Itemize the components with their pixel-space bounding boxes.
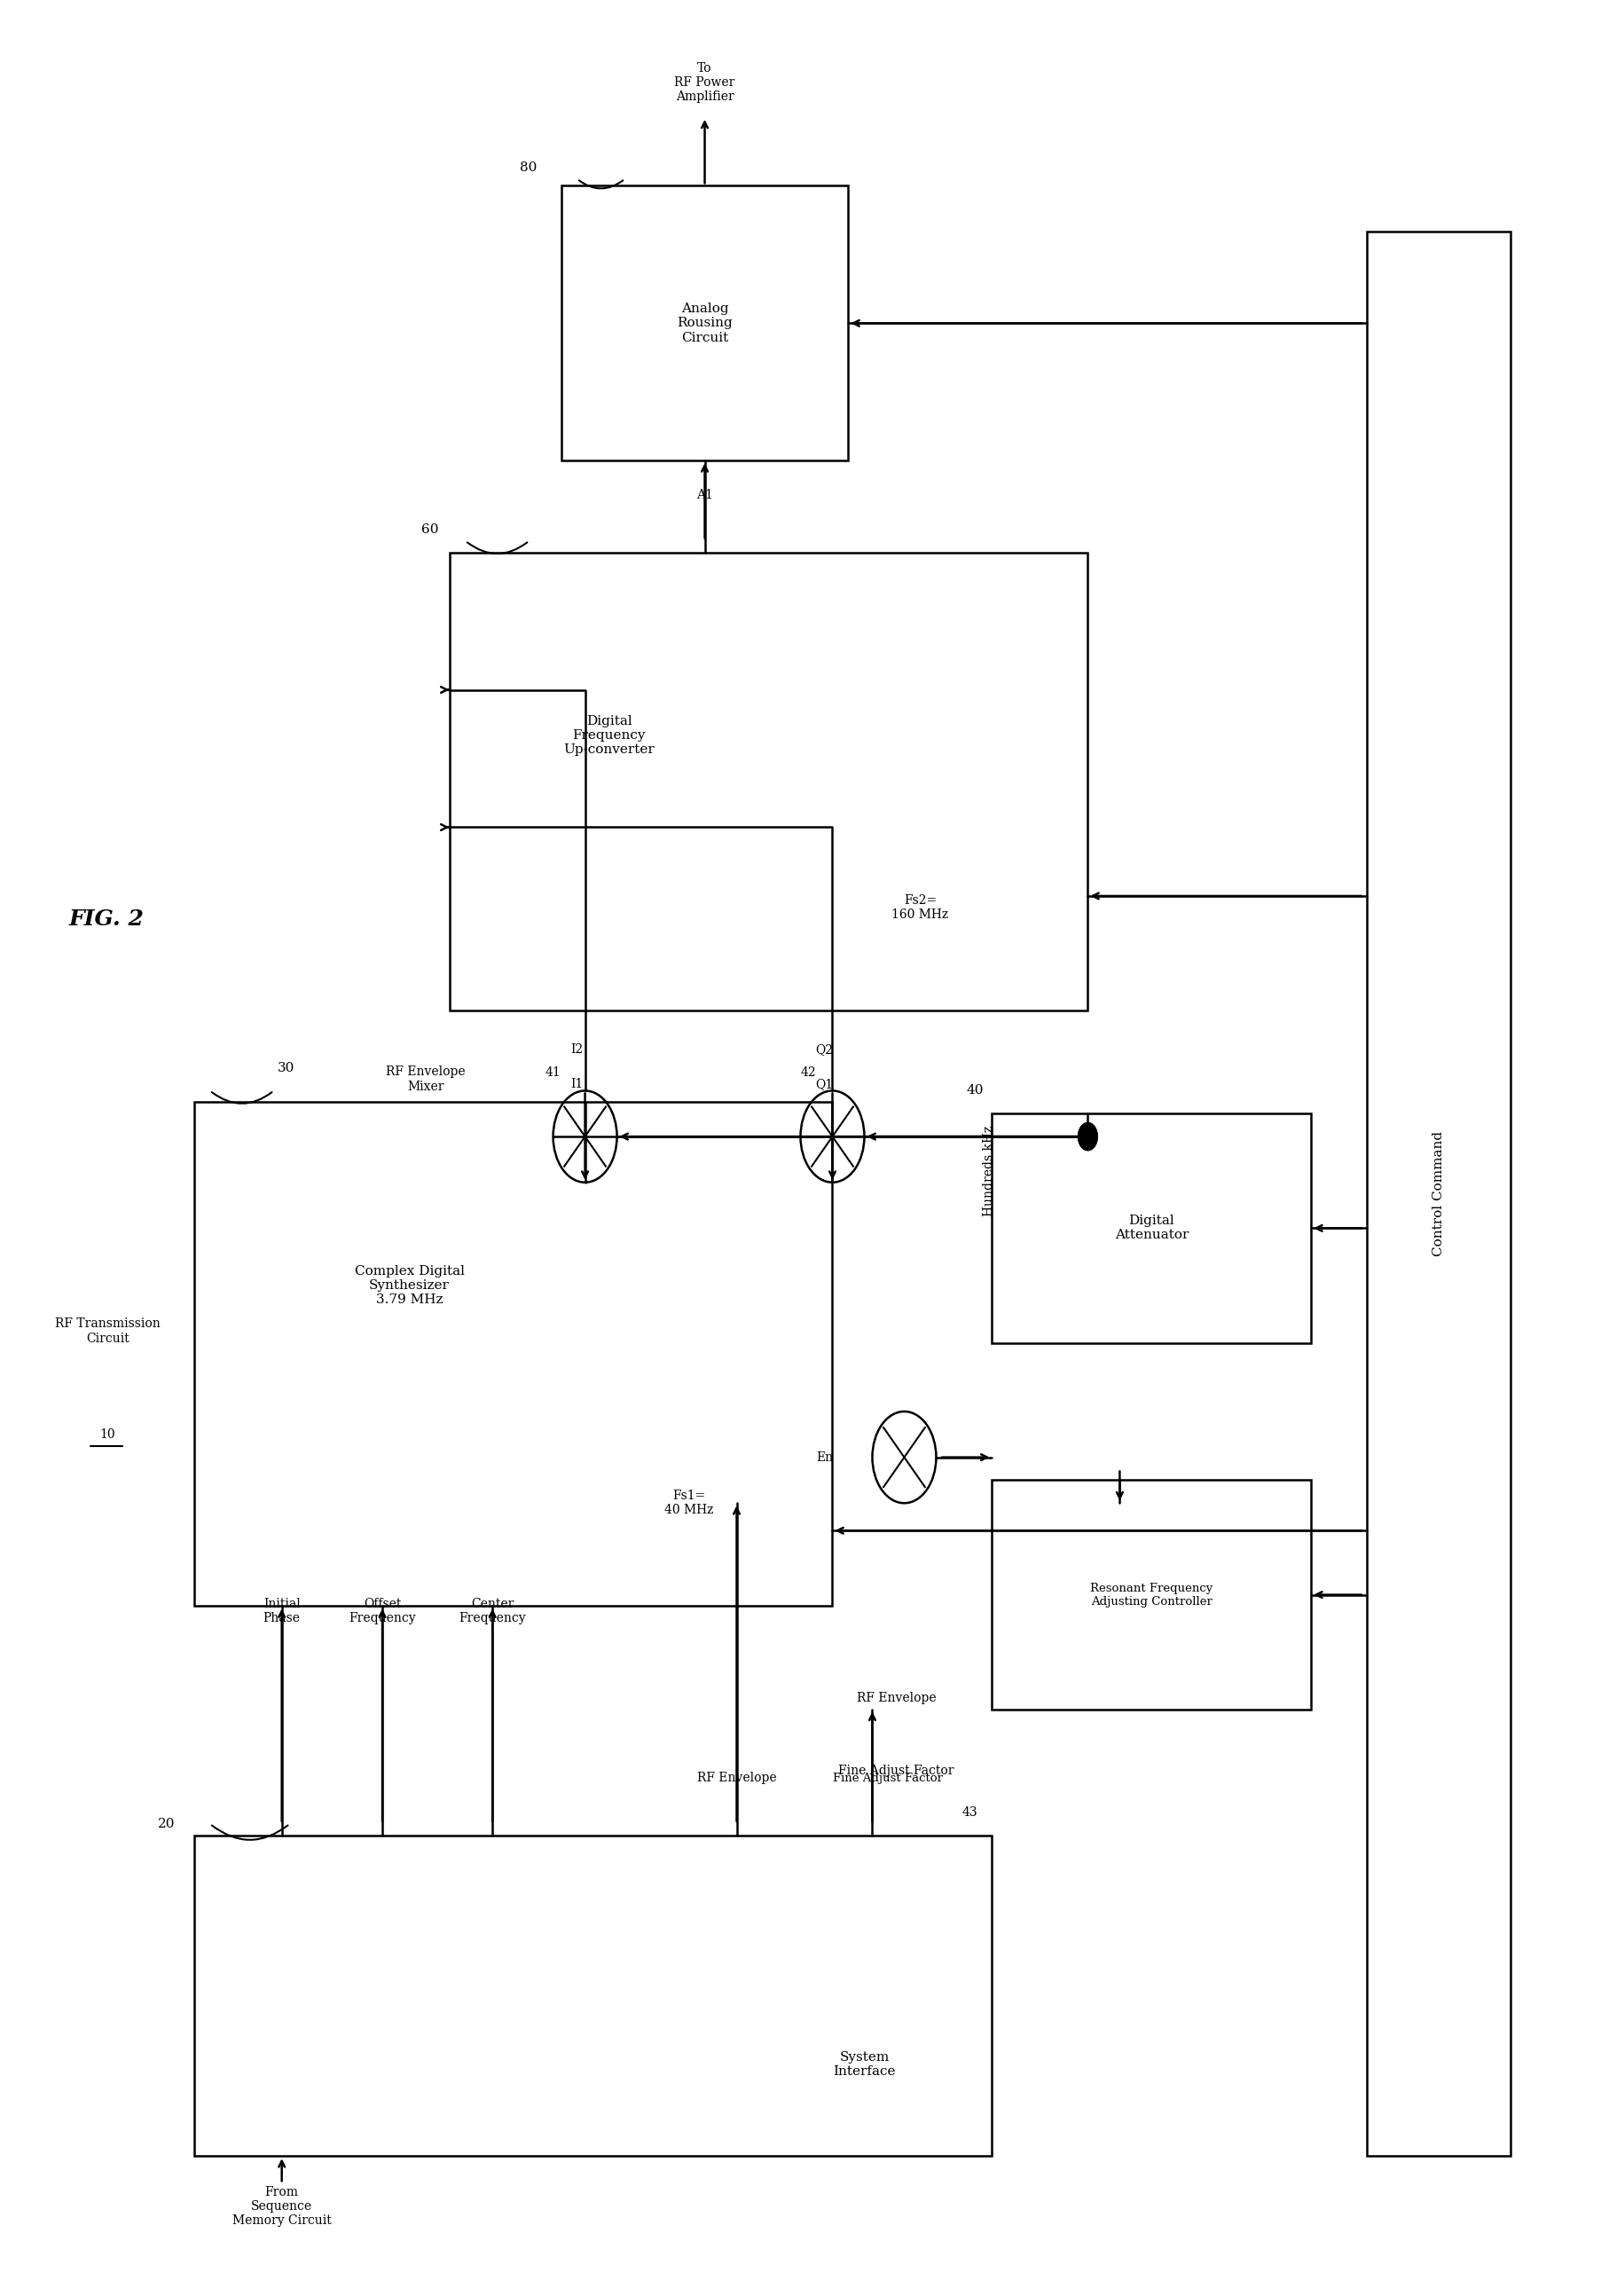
- Text: RF Envelope: RF Envelope: [696, 1773, 776, 1784]
- Text: Fine Adjust Factor: Fine Adjust Factor: [833, 1773, 943, 1784]
- Text: System
Interface: System Interface: [833, 2050, 895, 2078]
- Circle shape: [1077, 1123, 1097, 1150]
- Text: RF Envelope: RF Envelope: [857, 1692, 937, 1704]
- Text: Center
Frequency: Center Frequency: [459, 1598, 527, 1623]
- Text: Initial
Phase: Initial Phase: [263, 1598, 301, 1623]
- Text: Fs2=
160 MHz: Fs2= 160 MHz: [892, 893, 949, 921]
- Text: 41: 41: [546, 1065, 560, 1079]
- Text: 60: 60: [421, 523, 439, 535]
- Text: 10: 10: [99, 1428, 115, 1440]
- Text: RF Envelope
Mixer: RF Envelope Mixer: [386, 1065, 466, 1093]
- Text: Digital
Frequency
Up-converter: Digital Frequency Up-converter: [564, 714, 655, 755]
- Bar: [993, 1114, 1311, 1343]
- Text: FIG. 2: FIG. 2: [69, 909, 144, 930]
- Text: Fs1=
40 MHz: Fs1= 40 MHz: [664, 1490, 714, 1518]
- Text: Resonant Frequency
Adjusting Controller: Resonant Frequency Adjusting Controller: [1090, 1582, 1214, 1607]
- Text: En: En: [817, 1451, 833, 1463]
- Text: Fine Adjust Factor: Fine Adjust Factor: [839, 1766, 954, 1777]
- Text: I1: I1: [570, 1077, 583, 1091]
- Text: To
RF Power
Amplifier: To RF Power Amplifier: [674, 62, 735, 103]
- Circle shape: [1077, 1123, 1097, 1150]
- Text: Complex Digital
Synthesizer
3.79 MHz: Complex Digital Synthesizer 3.79 MHz: [354, 1265, 464, 1306]
- Bar: [450, 553, 1087, 1010]
- Text: A1: A1: [696, 489, 712, 501]
- Text: Digital
Attenuator: Digital Attenuator: [1114, 1215, 1188, 1242]
- Text: 20: 20: [157, 1818, 175, 1830]
- Bar: [560, 186, 849, 461]
- Bar: [993, 1481, 1311, 1708]
- Text: Offset
Frequency: Offset Frequency: [349, 1598, 416, 1623]
- Bar: [1367, 232, 1511, 2156]
- Text: 80: 80: [520, 161, 538, 174]
- Bar: [194, 1835, 993, 2156]
- Text: Analog
Rousing
Circuit: Analog Rousing Circuit: [677, 303, 733, 344]
- Text: From
Sequence
Memory Circuit: From Sequence Memory Circuit: [232, 2186, 331, 2227]
- Text: 40: 40: [967, 1084, 985, 1097]
- Bar: [194, 1102, 833, 1607]
- Text: I2: I2: [572, 1042, 583, 1056]
- Text: Hundreds kHz: Hundreds kHz: [983, 1125, 996, 1217]
- Text: Control Command: Control Command: [1433, 1132, 1446, 1256]
- Text: 42: 42: [800, 1065, 817, 1079]
- Text: Q2: Q2: [815, 1042, 833, 1056]
- Text: 30: 30: [277, 1061, 295, 1075]
- Text: Q1: Q1: [815, 1077, 834, 1091]
- Text: 43: 43: [962, 1807, 978, 1818]
- Text: RF Transmission
Circuit: RF Transmission Circuit: [54, 1318, 160, 1345]
